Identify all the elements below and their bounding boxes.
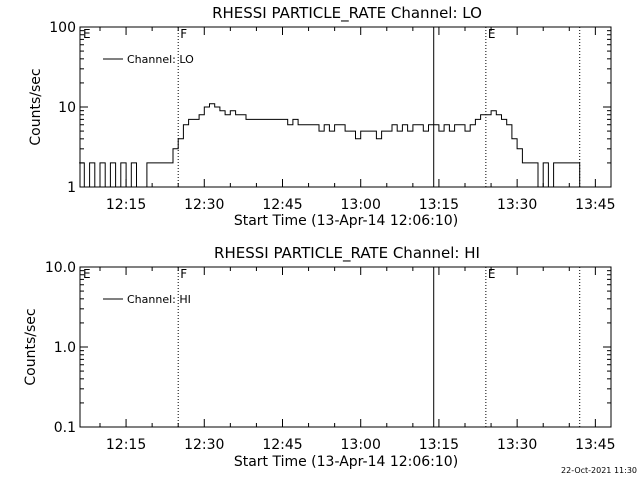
plot-frame: [79, 266, 612, 428]
plot-timestamp: 22-Oct-2021 11:30: [561, 466, 637, 475]
event-marker-label: F: [180, 27, 187, 41]
x-tick-label: 12:45: [262, 437, 302, 453]
x-tick-label: 13:30: [497, 197, 537, 213]
legend: Channel: LO: [103, 53, 194, 66]
series-line: [79, 103, 585, 188]
x-axis-label: Start Time (13-Apr-14 12:06:10): [234, 213, 458, 229]
x-tick-label: 12:30: [184, 437, 224, 453]
x-tick-label: 13:15: [419, 197, 459, 213]
x-tick-label: 13:30: [497, 437, 537, 453]
chart-title: RHESSI PARTICLE_RATE Channel: LO: [212, 4, 482, 23]
legend-label: Channel: HI: [127, 293, 191, 306]
x-tick-label: 12:15: [106, 437, 146, 453]
y-tick-label: 10: [58, 100, 76, 116]
x-tick-label: 13:45: [575, 437, 615, 453]
y-tick-label: 100: [49, 20, 76, 36]
panel-lo: RHESSI PARTICLE_RATE Channel: LO Counts/…: [28, 4, 616, 229]
x-axis-label: Start Time (13-Apr-14 12:06:10): [234, 454, 458, 470]
legend-label: Channel: LO: [127, 53, 194, 66]
event-marker-label: F: [180, 267, 187, 281]
event-marker-label: E: [83, 267, 91, 281]
legend: Channel: HI: [103, 293, 191, 306]
y-axis-label: Counts/sec: [28, 68, 44, 145]
x-tick-label: 12:15: [106, 197, 146, 213]
y-tick-label: 10.0: [45, 260, 76, 276]
chart-title: RHESSI PARTICLE_RATE Channel: HI: [214, 244, 480, 263]
x-tick-label: 12:45: [262, 197, 302, 213]
y-tick-label: 1.0: [54, 340, 76, 356]
panel-hi: RHESSI PARTICLE_RATE Channel: HI Counts/…: [23, 244, 616, 470]
x-tick-label: 12:30: [184, 197, 224, 213]
x-tick-label: 13:00: [341, 197, 381, 213]
y-tick-label: 1: [67, 180, 76, 196]
event-marker-label: E: [83, 27, 91, 41]
x-tick-label: 13:15: [419, 437, 459, 453]
event-marker-label: E: [488, 27, 496, 41]
y-tick-label: 0.1: [54, 420, 76, 436]
y-axis-label: Counts/sec: [23, 308, 39, 385]
x-tick-label: 13:00: [341, 437, 381, 453]
event-marker-label: E: [488, 267, 496, 281]
x-tick-label: 13:45: [575, 197, 615, 213]
